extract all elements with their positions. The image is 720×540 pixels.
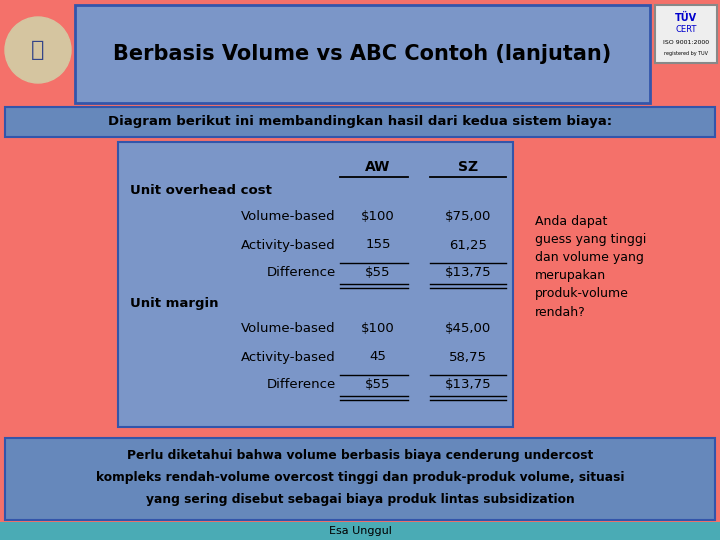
Text: ISO 9001:2000: ISO 9001:2000 bbox=[663, 40, 709, 45]
Bar bbox=[118, 142, 513, 427]
Circle shape bbox=[5, 17, 71, 83]
Text: 45: 45 bbox=[369, 350, 387, 363]
Text: merupakan: merupakan bbox=[535, 269, 606, 282]
Text: Activity-based: Activity-based bbox=[241, 350, 336, 363]
Text: SZ: SZ bbox=[458, 160, 478, 174]
Bar bbox=[655, 5, 717, 63]
Text: 155: 155 bbox=[365, 239, 391, 252]
Text: $75,00: $75,00 bbox=[445, 211, 491, 224]
Text: registered by TUV: registered by TUV bbox=[664, 51, 708, 57]
Text: $55: $55 bbox=[365, 267, 391, 280]
Text: Difference: Difference bbox=[266, 379, 336, 392]
Bar bbox=[75, 5, 650, 103]
Text: $100: $100 bbox=[361, 211, 395, 224]
Text: produk-volume: produk-volume bbox=[535, 287, 629, 300]
Text: 🌍: 🌍 bbox=[31, 40, 45, 60]
Bar bbox=[5, 438, 715, 520]
Text: CERT: CERT bbox=[675, 25, 697, 35]
Text: kompleks rendah-volume overcost tinggi dan produk-produk volume, situasi: kompleks rendah-volume overcost tinggi d… bbox=[96, 471, 624, 484]
Bar bbox=[0, 522, 720, 540]
Text: Unit margin: Unit margin bbox=[130, 296, 218, 309]
Text: Anda dapat: Anda dapat bbox=[535, 215, 608, 228]
Text: rendah?: rendah? bbox=[535, 306, 586, 319]
Text: $13,75: $13,75 bbox=[445, 379, 491, 392]
Text: Volume-based: Volume-based bbox=[241, 322, 336, 335]
Text: $55: $55 bbox=[365, 379, 391, 392]
Text: 58,75: 58,75 bbox=[449, 350, 487, 363]
Text: Unit overhead cost: Unit overhead cost bbox=[130, 185, 272, 198]
Text: $13,75: $13,75 bbox=[445, 267, 491, 280]
Text: guess yang tinggi: guess yang tinggi bbox=[535, 233, 647, 246]
Text: yang sering disebut sebagai biaya produk lintas subsidization: yang sering disebut sebagai biaya produk… bbox=[145, 494, 575, 507]
Text: Diagram berikut ini membandingkan hasil dari kedua sistem biaya:: Diagram berikut ini membandingkan hasil … bbox=[108, 116, 612, 129]
Text: Berbasis Volume vs ABC Contoh (lanjutan): Berbasis Volume vs ABC Contoh (lanjutan) bbox=[113, 44, 611, 64]
Bar bbox=[5, 107, 715, 137]
Text: $45,00: $45,00 bbox=[445, 322, 491, 335]
Text: $100: $100 bbox=[361, 322, 395, 335]
Text: dan volume yang: dan volume yang bbox=[535, 252, 644, 265]
Text: AW: AW bbox=[365, 160, 391, 174]
Text: Esa Unggul: Esa Unggul bbox=[328, 526, 392, 536]
Text: Perlu diketahui bahwa volume berbasis biaya cenderung undercost: Perlu diketahui bahwa volume berbasis bi… bbox=[127, 449, 593, 462]
Text: Difference: Difference bbox=[266, 267, 336, 280]
Text: 61,25: 61,25 bbox=[449, 239, 487, 252]
Text: Volume-based: Volume-based bbox=[241, 211, 336, 224]
Text: Activity-based: Activity-based bbox=[241, 239, 336, 252]
Text: TÜV: TÜV bbox=[675, 13, 697, 23]
